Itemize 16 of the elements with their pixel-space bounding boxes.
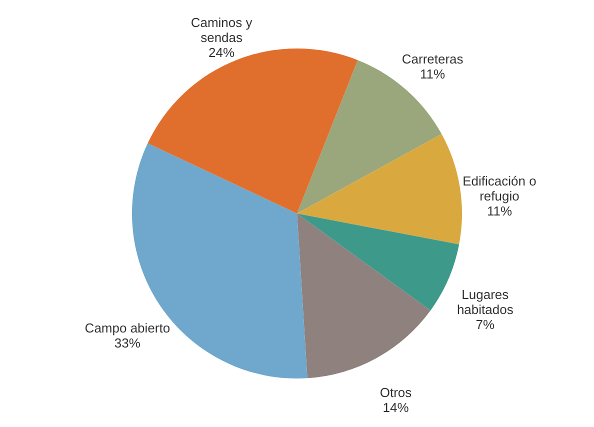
slice-label: Otros	[380, 385, 412, 400]
data-label: 33%	[114, 336, 141, 351]
slice-label: Carreteras	[402, 52, 464, 67]
slice-label: Edificación o refugio	[462, 173, 536, 204]
pie-slice	[297, 214, 430, 378]
slice-label: Caminos y sendas	[190, 14, 253, 45]
pie-slice	[297, 134, 462, 244]
data-label: 11%	[486, 203, 512, 218]
pie-slice	[148, 48, 358, 214]
data-label: 14%	[382, 400, 410, 416]
pie-slice	[297, 214, 460, 310]
slice-label: Lugares habitados	[456, 286, 514, 317]
data-label: 7%	[476, 316, 495, 332]
data-label: 11%	[420, 66, 446, 82]
data-label: 24%	[208, 44, 235, 60]
slice-label: Campo abierto	[84, 320, 170, 336]
